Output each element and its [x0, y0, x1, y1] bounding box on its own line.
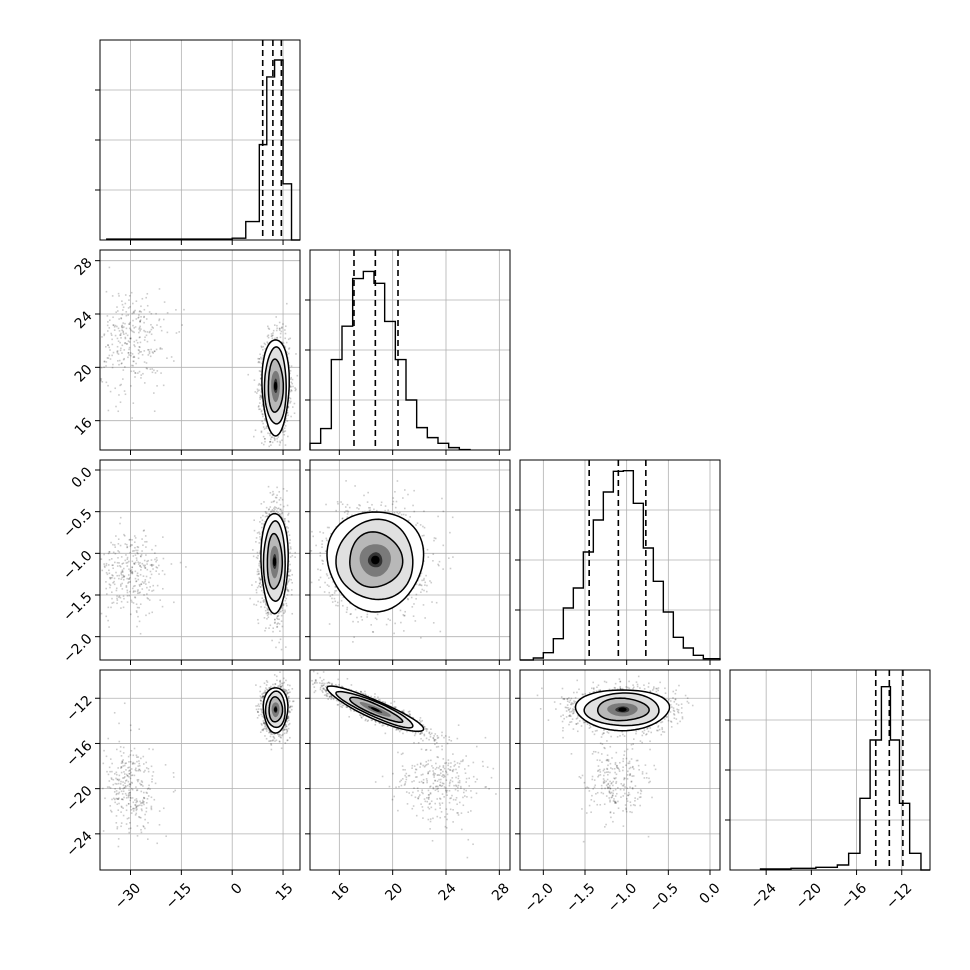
panel-frame [99, 459, 301, 661]
y-tick-label: 16 [72, 415, 96, 439]
x-tick-label: −1.0 [605, 880, 640, 915]
x-tick-label: 20 [382, 880, 406, 904]
y-tick-label: −16 [63, 738, 95, 770]
panel-frame [99, 249, 301, 451]
panel-frame [309, 459, 511, 661]
histogram-2 [520, 460, 721, 661]
histogram-step [309, 270, 471, 451]
contour-core [274, 707, 278, 712]
x-tick-label: 15 [273, 880, 297, 904]
contour-core [274, 381, 278, 391]
density-contours-0-3 [262, 687, 289, 734]
density-contours-0-2 [260, 512, 289, 615]
contour-core [370, 707, 380, 712]
panel-grid [100, 670, 300, 870]
contour-core [371, 555, 380, 565]
y-tick-label: −0.5 [60, 506, 95, 541]
y-tick-label: 0.0 [69, 464, 96, 491]
x-tick-label: −24 [748, 880, 780, 912]
y-tick-label: −12 [63, 693, 95, 725]
x-tick-label: 0 [228, 880, 246, 898]
density-contours-2-3 [574, 689, 671, 732]
y-tick-label: 28 [72, 255, 96, 279]
panel-grid [520, 460, 720, 660]
y-tick-label: 20 [72, 362, 96, 386]
density-contours-1-2 [326, 511, 425, 613]
y-tick-label: −1.0 [60, 548, 95, 583]
x-tick-label: −2.0 [522, 880, 557, 915]
histogram-step [520, 469, 721, 661]
contour-core [618, 707, 627, 712]
panel-frame [99, 669, 301, 871]
x-tick-label: −20 [793, 880, 825, 912]
histogram-3 [759, 670, 930, 871]
y-tick-label: −20 [63, 783, 95, 815]
y-tick-label: 24 [72, 308, 96, 332]
x-tick-label: −15 [163, 880, 195, 912]
x-tick-label: −12 [883, 880, 915, 912]
histogram-step [759, 685, 930, 871]
x-tick-label: −30 [112, 880, 144, 912]
x-tick-label: −1.5 [563, 880, 598, 915]
density-contours-0-1 [261, 339, 290, 437]
panel-frame [519, 669, 721, 871]
y-tick-label: −2.0 [60, 631, 95, 666]
contour-core [273, 557, 277, 566]
x-tick-label: 16 [329, 880, 353, 904]
panel-grid [100, 40, 300, 240]
panel-grid [730, 670, 930, 870]
histogram-step [106, 59, 300, 241]
panel-frame [309, 669, 511, 871]
x-tick-label: 0.0 [697, 880, 724, 907]
panel-grid [310, 250, 510, 450]
y-tick-label: −24 [63, 828, 95, 860]
x-tick-label: 28 [489, 880, 513, 904]
x-tick-label: −0.5 [647, 880, 682, 915]
y-tick-label: −1.5 [60, 589, 95, 624]
x-tick-label: −16 [838, 880, 870, 912]
histogram-1 [309, 250, 471, 451]
histogram-0 [106, 40, 300, 241]
density-contours-1-3 [326, 685, 425, 733]
x-tick-label: 24 [436, 880, 460, 904]
